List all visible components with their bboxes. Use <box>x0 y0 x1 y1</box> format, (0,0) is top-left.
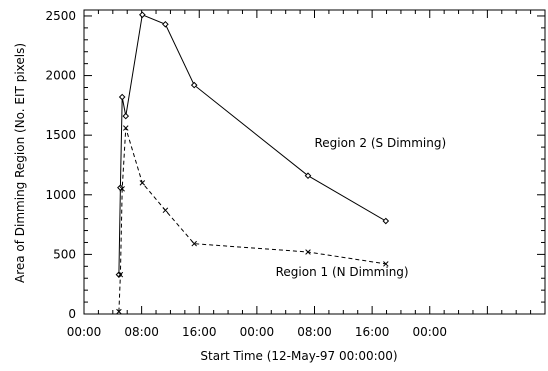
x-marker-stroke <box>383 261 389 267</box>
annotations-group: Region 2 (S Dimming) Region 1 (N Dimming) <box>276 136 447 279</box>
x-axis-label: Start Time (12-May-97 00:00:00) <box>200 349 397 363</box>
x-marker-stroke <box>162 207 169 214</box>
y-tick-label: 0 <box>68 307 76 321</box>
data-point-x <box>116 308 122 315</box>
x-tick-label: 00:00 <box>412 325 447 339</box>
data-point-diamond <box>139 11 146 19</box>
x-marker-stroke <box>305 249 311 255</box>
x-marker-stroke <box>123 125 129 131</box>
data-point-x <box>191 240 197 247</box>
series-annotation: Region 1 (N Dimming) <box>276 265 409 279</box>
x-marker-stroke <box>191 240 197 247</box>
data-point-x <box>123 125 129 131</box>
x-tick-label: 08:00 <box>297 325 332 339</box>
x-marker-stroke <box>139 180 146 186</box>
data-point-diamond <box>122 112 130 120</box>
x-marker-stroke <box>117 271 124 278</box>
data-point-diamond <box>304 172 312 180</box>
x-axis-ticks: 00:00 08:00 16:00 00:00 08:00 16:00 00:00 <box>67 10 546 339</box>
series-group <box>115 11 390 315</box>
data-point-x <box>383 261 389 267</box>
y-axis-label: Area of Dimming Region (No. EIT pixels) <box>13 43 27 283</box>
data-point-diamond <box>190 81 198 89</box>
x-tick-label: 16:00 <box>355 325 390 339</box>
series-annotation: Region 2 (S Dimming) <box>315 136 447 150</box>
y-axis-ticks: 0 500 1000 1500 2000 2500 <box>45 9 545 321</box>
data-point-diamond <box>162 20 169 28</box>
y-tick-label: 2500 <box>45 9 76 23</box>
x-tick-label: 00:00 <box>240 325 275 339</box>
x-marker-stroke <box>116 308 122 315</box>
y-tick-label: 2000 <box>45 69 76 83</box>
y-tick-label: 1000 <box>45 188 76 202</box>
x-marker-stroke <box>119 186 125 192</box>
x-tick-label: 08:00 <box>124 325 159 339</box>
y-tick-label: 500 <box>53 247 76 261</box>
series-line-2 <box>118 127 386 312</box>
data-point-x <box>119 186 125 192</box>
data-point-x <box>305 249 311 255</box>
data-point-x <box>139 180 146 186</box>
data-point-x <box>117 271 124 278</box>
data-point-x <box>162 207 169 214</box>
x-tick-label: 00:00 <box>67 325 102 339</box>
data-point-diamond <box>382 217 390 225</box>
y-tick-label: 1500 <box>45 128 76 142</box>
x-tick-label: 16:00 <box>182 325 217 339</box>
data-point-diamond <box>118 93 126 101</box>
